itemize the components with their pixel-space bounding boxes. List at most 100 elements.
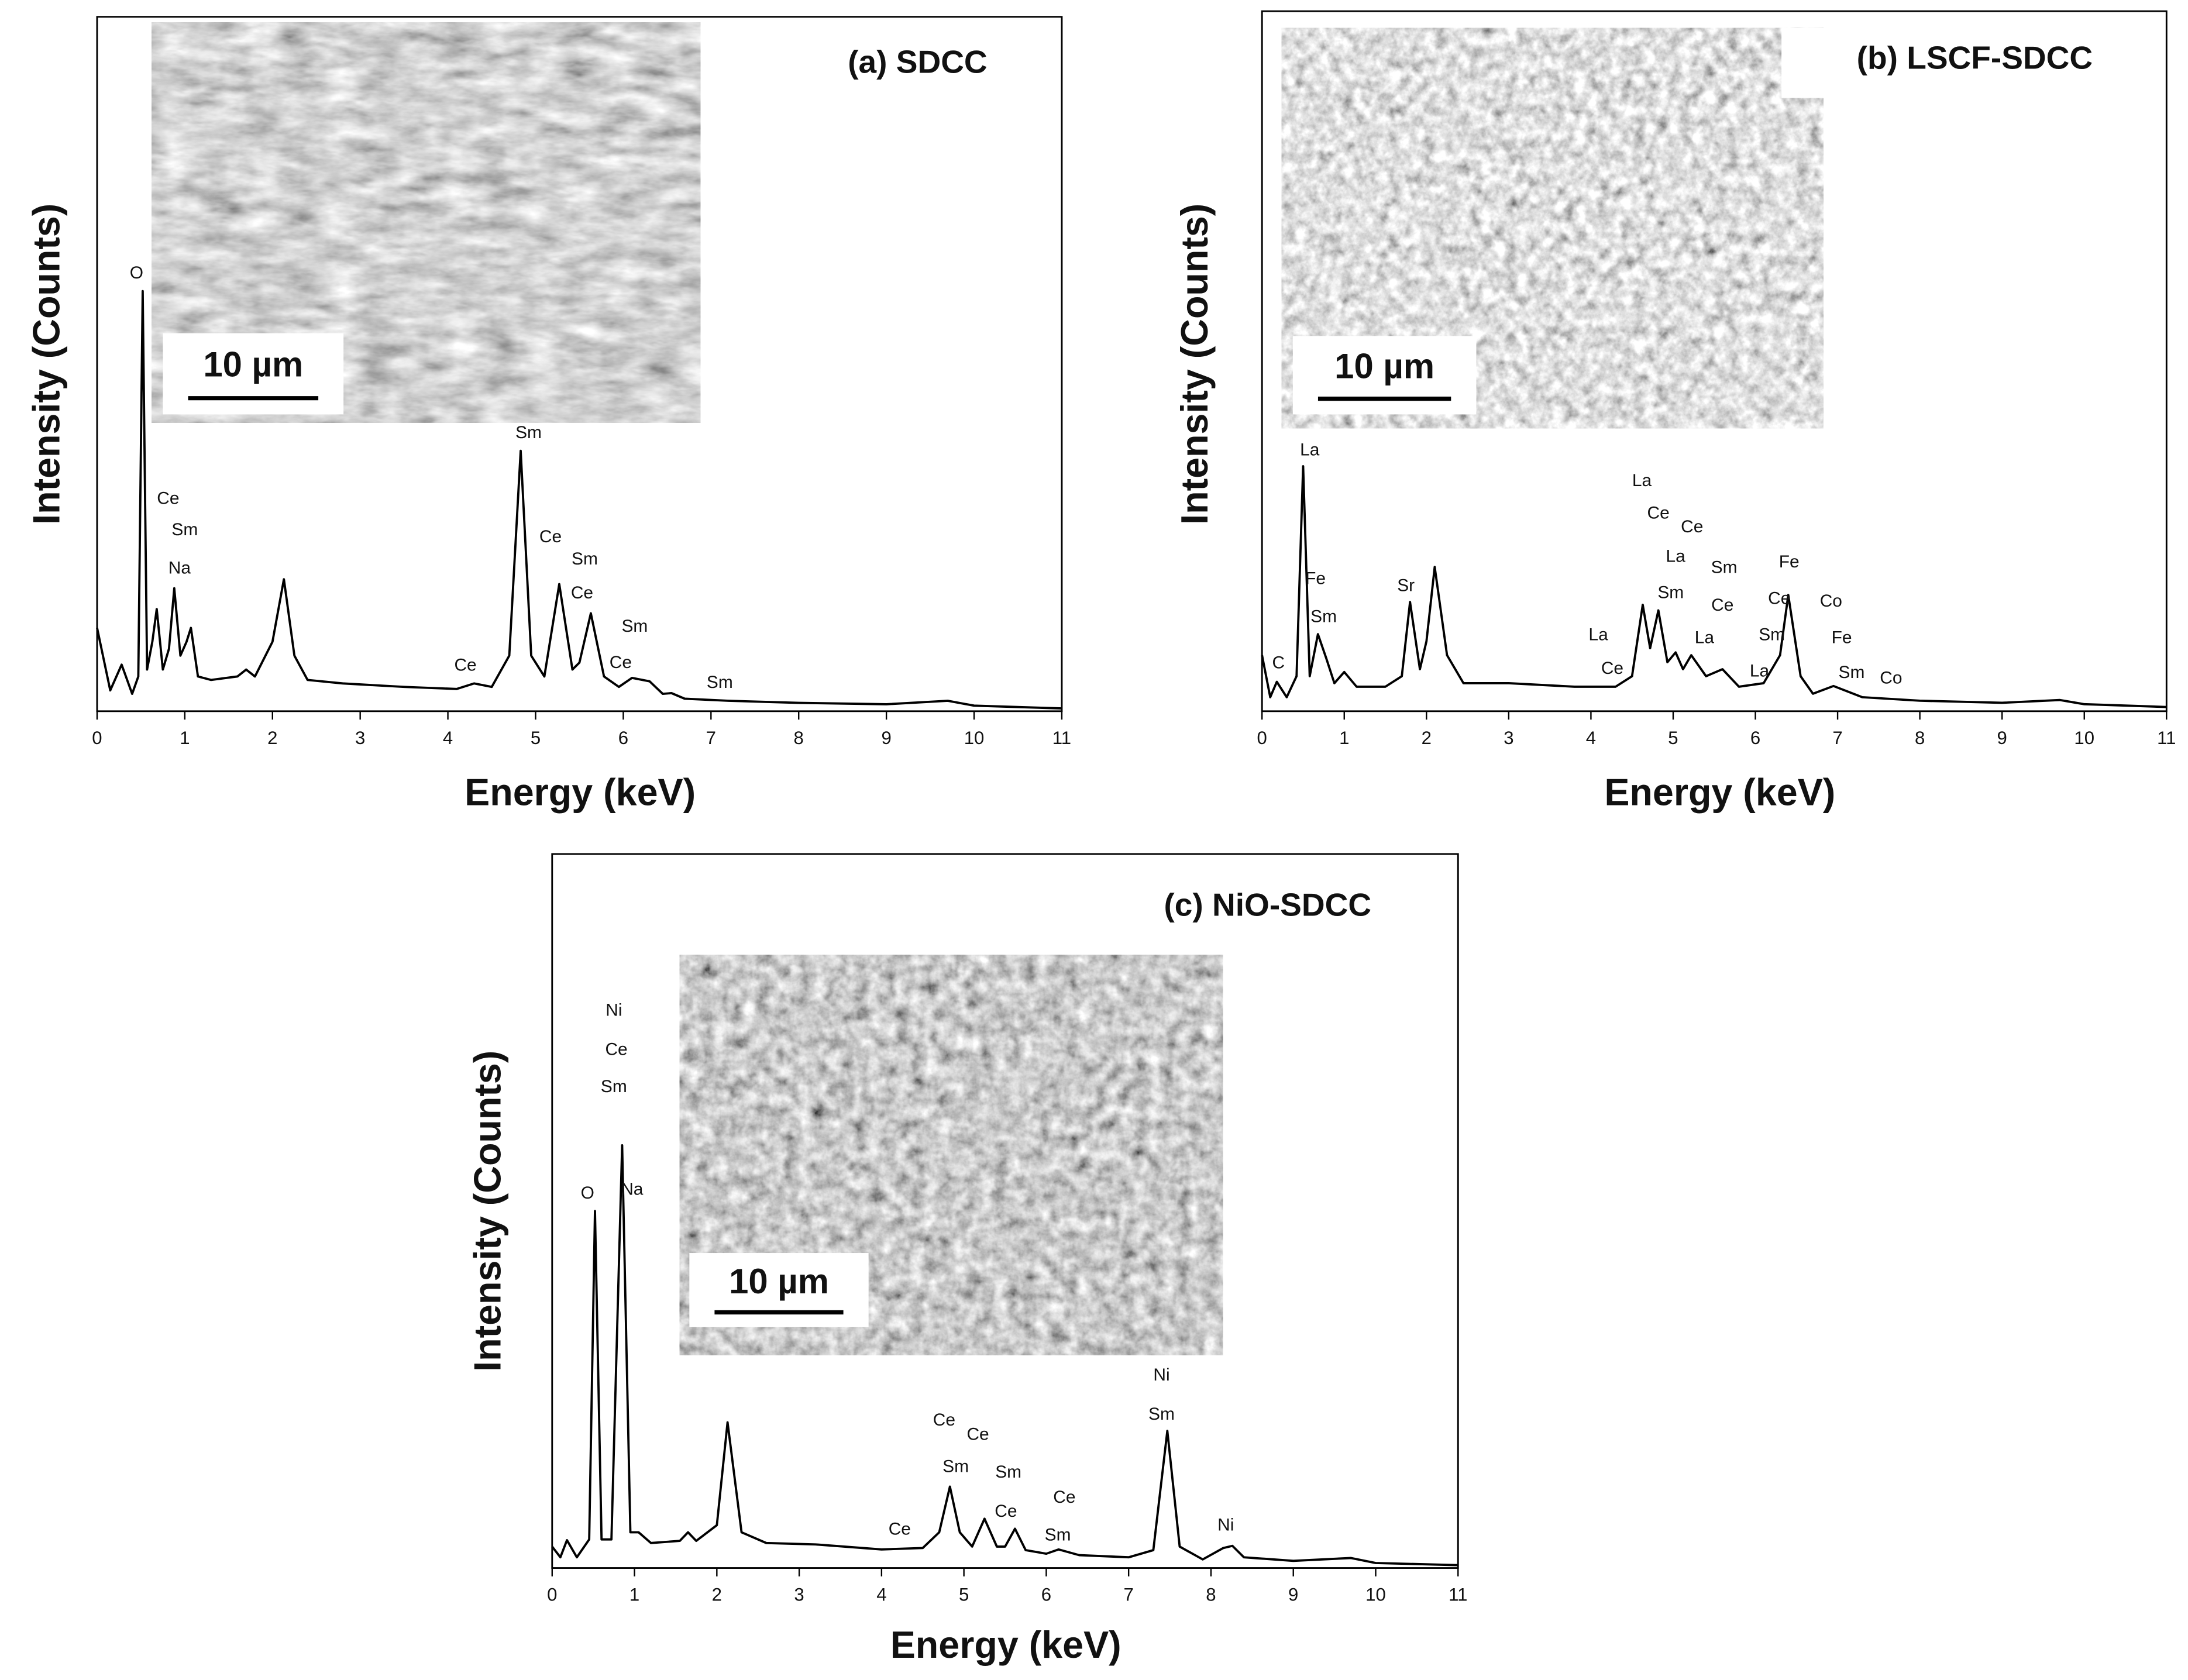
x-tick-label: 5 [531, 728, 541, 748]
panel: 0 1 2 3 4 5 6 7 8 9 10 11 O Ce Sm Na Sm Ce Sm Ce Sm Ce Ce Sm 10 … [26, 16, 1071, 813]
x-tick-label: 0 [547, 1585, 557, 1605]
peak-label: Sm [1759, 625, 1785, 644]
peak-label: Ce [454, 656, 476, 675]
peak-label: Ce [995, 1502, 1017, 1521]
spectrum-line [96, 290, 1062, 710]
x-tick-label: 5 [1668, 728, 1678, 748]
peak-label: Ce [539, 527, 562, 546]
x-tick-label: 8 [1206, 1585, 1216, 1605]
y-axis-title: Intensity (Counts) [26, 204, 68, 525]
x-tick-label: 7 [706, 728, 716, 748]
peak-label: Na [168, 558, 191, 577]
peak-label: O [130, 263, 143, 283]
x-tick-label: 1 [629, 1585, 639, 1605]
peak-label: Ni [1153, 1365, 1169, 1385]
peak-label: Ce [610, 653, 632, 672]
x-tick-label: 10 [2074, 728, 2094, 748]
x-tick-label: 11 [2157, 728, 2176, 748]
x-tick-label: 9 [1288, 1585, 1298, 1605]
peak-label: Ce [1681, 517, 1703, 536]
y-axis-title: Intensity (Counts) [1174, 204, 1216, 525]
spectrum-line [1261, 465, 2167, 708]
peak-label: Sm [707, 673, 733, 692]
scale-bar-box [163, 333, 344, 415]
x-tick-label: 10 [1365, 1585, 1386, 1605]
x-tick-label: 2 [267, 728, 277, 748]
peak-label: Co [1820, 591, 1842, 611]
peak-label: La [1750, 662, 1770, 681]
scale-bar-box [689, 1253, 869, 1327]
x-tick-label: 3 [794, 1585, 804, 1605]
peak-label: Sr [1397, 576, 1415, 595]
x-tick-label: 9 [881, 728, 891, 748]
panel-title: (a) SDCC [848, 44, 987, 80]
peak-label: La [1666, 546, 1686, 566]
x-tick-label: 3 [355, 728, 365, 748]
title-background [1781, 27, 2165, 98]
peak-label: La [1588, 625, 1608, 644]
peak-label: Fe [1832, 628, 1852, 647]
peak-label: Ce [966, 1424, 989, 1444]
spectrum-line [551, 1144, 1458, 1567]
x-tick-label: 5 [959, 1585, 969, 1605]
x-tick-label: 2 [1422, 728, 1432, 748]
peak-label: Sm [1045, 1526, 1071, 1545]
peak-label: Sm [1310, 607, 1337, 626]
x-tick-label: 0 [92, 728, 102, 748]
x-axis-title: Energy (keV) [1604, 771, 1835, 813]
peak-label: Ce [1647, 503, 1670, 522]
x-tick-label: 4 [443, 728, 453, 748]
peak-label: Ni [606, 1000, 622, 1020]
x-tick-label: 11 [1052, 728, 1071, 748]
x-tick-label: 8 [1915, 728, 1925, 748]
x-tick-label: 1 [1339, 728, 1349, 748]
peak-label: Sm [1657, 583, 1684, 603]
peak-label: Ce [605, 1040, 627, 1059]
peak-label: Co [1880, 669, 1902, 688]
peak-label: Na [621, 1180, 644, 1199]
peak-label: Sm [601, 1077, 627, 1096]
x-tick-label: 6 [618, 728, 628, 748]
scale-bar-label: 10 µm [729, 1262, 829, 1301]
x-tick-label: 4 [876, 1585, 886, 1605]
x-tick-label: 6 [1041, 1585, 1051, 1605]
x-tick-label: 4 [1586, 728, 1596, 748]
panel: 0 1 2 3 4 5 6 7 8 9 10 11 Ni Ce Sm O Na Ce Ce Sm Sm Ce Ce Sm Ce N… [467, 853, 1467, 1666]
peak-label: Sm [621, 617, 648, 636]
peak-label: Ce [1053, 1488, 1075, 1507]
peak-label: C [1272, 653, 1285, 672]
peak-label: La [1695, 628, 1715, 647]
peak-label: La [1632, 471, 1652, 490]
peak-label: Sm [1711, 558, 1738, 577]
x-tick-label: 2 [712, 1585, 722, 1605]
peak-label: Fe [1305, 569, 1326, 588]
peak-label: Sm [515, 423, 542, 442]
panel: 0 1 2 3 4 5 6 7 8 9 10 11 La Fe Sm C Sr La Ce Ce La Sm Sm Ce La F… [1174, 10, 2176, 813]
x-tick-label: 11 [1449, 1585, 1467, 1605]
x-axis-title: Energy (keV) [465, 771, 696, 813]
scale-bar-label: 10 µm [1334, 347, 1434, 386]
peak-label: Sm [1148, 1404, 1175, 1424]
x-tick-label: 7 [1832, 728, 1842, 748]
peak-label: Sm [1839, 663, 1865, 682]
x-tick-label: 3 [1504, 728, 1513, 748]
peak-label: Ce [1601, 659, 1623, 678]
y-axis-title: Intensity (Counts) [467, 1051, 509, 1372]
peak-label: Sm [942, 1457, 969, 1476]
peak-label: Sm [995, 1462, 1021, 1482]
x-tick-label: 7 [1124, 1585, 1134, 1605]
peak-label: Ni [1217, 1515, 1234, 1534]
peak-label: Ce [1768, 588, 1790, 608]
peak-label: Sm [171, 520, 198, 539]
peak-label: Sm [572, 549, 598, 569]
peak-label: Ce [889, 1520, 911, 1539]
peak-label: Ce [157, 489, 179, 508]
peak-label: Fe [1779, 552, 1800, 572]
panel-title: (b) LSCF-SDCC [1857, 39, 2093, 75]
peak-label: Ce [571, 583, 593, 603]
x-tick-label: 6 [1750, 728, 1760, 748]
scale-bar-label: 10 µm [203, 345, 303, 384]
panel-title: (c) NiO-SDCC [1164, 886, 1371, 922]
